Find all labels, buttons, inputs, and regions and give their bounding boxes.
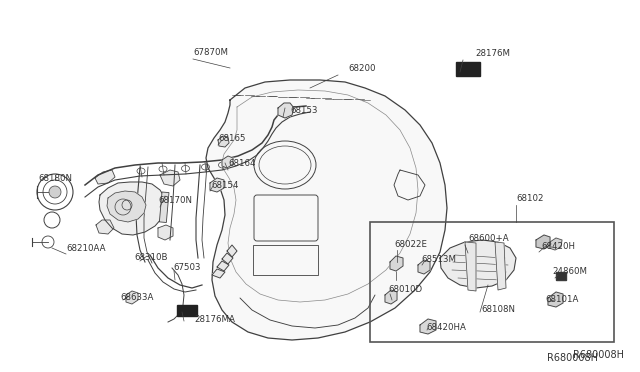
Text: 68633A: 68633A: [120, 292, 154, 301]
Polygon shape: [126, 291, 138, 304]
Text: 68420H: 68420H: [541, 241, 575, 250]
Text: 28176M: 28176M: [475, 48, 510, 58]
Polygon shape: [95, 170, 115, 184]
Text: 68420HA: 68420HA: [426, 324, 466, 333]
Text: 68108N: 68108N: [481, 305, 515, 314]
Polygon shape: [495, 242, 506, 290]
Text: 68200: 68200: [348, 64, 376, 73]
Polygon shape: [217, 261, 229, 271]
Text: 67503: 67503: [173, 263, 200, 273]
Circle shape: [49, 186, 61, 198]
Polygon shape: [420, 319, 436, 334]
Polygon shape: [210, 178, 224, 192]
Polygon shape: [158, 225, 173, 240]
Polygon shape: [418, 260, 430, 274]
Polygon shape: [227, 245, 237, 257]
Bar: [253, 245, 318, 275]
Polygon shape: [549, 238, 562, 250]
Text: 68102: 68102: [516, 193, 543, 202]
Polygon shape: [440, 240, 516, 288]
Text: 68513M: 68513M: [421, 254, 456, 263]
Text: 68180N: 68180N: [38, 173, 72, 183]
Text: 68600+A: 68600+A: [468, 234, 509, 243]
Polygon shape: [222, 253, 233, 264]
Polygon shape: [390, 256, 403, 271]
Text: 68210AA: 68210AA: [66, 244, 106, 253]
Polygon shape: [536, 235, 550, 249]
Text: 68310B: 68310B: [134, 253, 168, 263]
Polygon shape: [465, 242, 476, 291]
Text: 68165: 68165: [218, 134, 246, 142]
Text: R680008H: R680008H: [573, 350, 624, 360]
Polygon shape: [177, 305, 197, 316]
Polygon shape: [206, 80, 447, 340]
Polygon shape: [456, 62, 480, 76]
Text: 24860M: 24860M: [552, 267, 587, 276]
Polygon shape: [222, 156, 233, 168]
Bar: [370, 222, 614, 342]
Text: 68170N: 68170N: [158, 196, 192, 205]
Polygon shape: [548, 292, 563, 307]
Text: 68154: 68154: [211, 180, 239, 189]
Text: 67870M: 67870M: [193, 48, 228, 57]
Text: 68153: 68153: [290, 106, 317, 115]
Polygon shape: [385, 290, 397, 304]
Text: 68022E: 68022E: [394, 240, 427, 248]
Bar: [159, 192, 169, 222]
Polygon shape: [212, 269, 225, 278]
Polygon shape: [160, 170, 180, 186]
Text: 28176MA: 28176MA: [194, 315, 235, 324]
Text: 68164: 68164: [228, 158, 255, 167]
Text: 68010D: 68010D: [388, 285, 422, 294]
Text: 68101A: 68101A: [545, 295, 579, 304]
Polygon shape: [99, 182, 166, 235]
Polygon shape: [278, 103, 294, 118]
Text: R680008H: R680008H: [547, 353, 598, 363]
Polygon shape: [218, 136, 229, 147]
Polygon shape: [96, 220, 114, 234]
Polygon shape: [556, 272, 566, 280]
Polygon shape: [107, 191, 146, 222]
